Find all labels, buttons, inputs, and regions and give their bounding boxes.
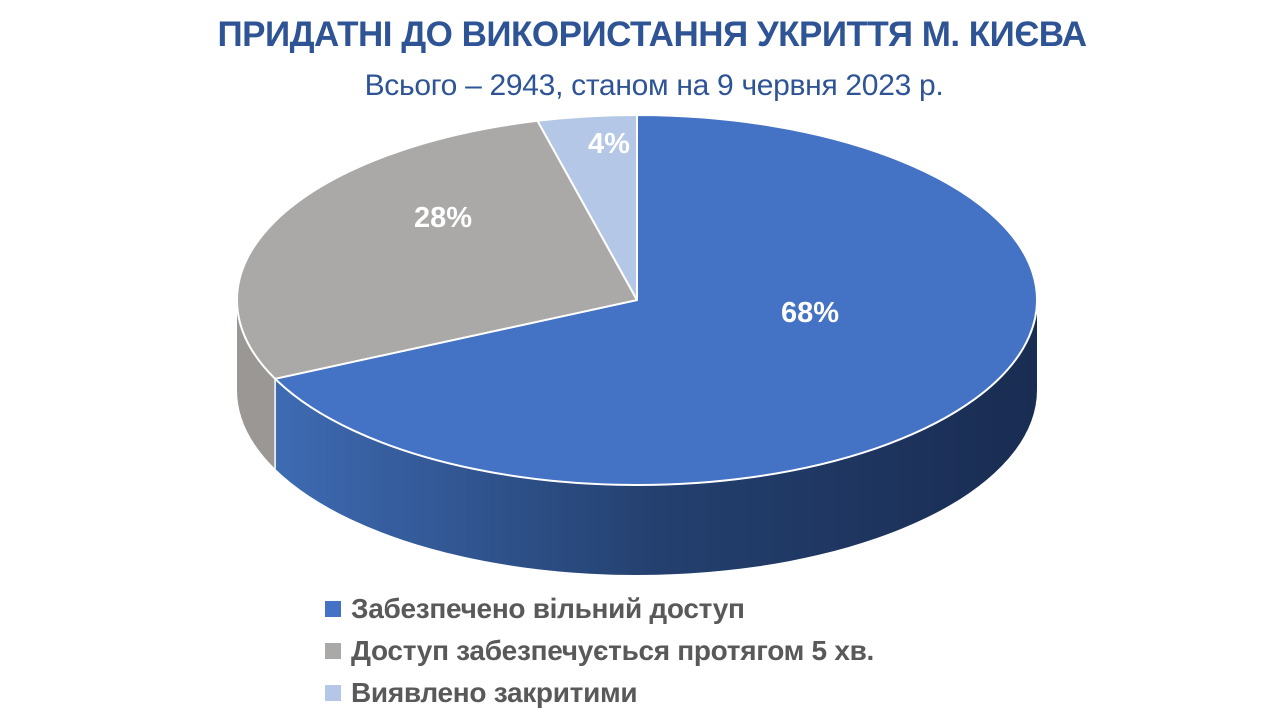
chart-legend: Забезпечено вільний доступ Доступ забезп…	[325, 588, 874, 714]
pie-data-label: 68%	[781, 297, 839, 329]
chart-subtitle: Всього – 2943, станом на 9 червня 2023 р…	[364, 69, 944, 102]
pie-slice-1	[236, 119, 638, 380]
legend-swatch-blue	[325, 601, 341, 617]
pie-data-label: 28%	[414, 202, 472, 234]
legend-swatch-gray	[325, 643, 341, 659]
pie-data-labels: 68% 28% 4%	[414, 128, 839, 329]
pie-data-label: 4%	[588, 128, 630, 160]
legend-item-found-closed: Виявлено закритими	[325, 672, 874, 714]
legend-item-free-access: Забезпечено вільний доступ	[325, 588, 874, 630]
chart-title: ПРИДАТНІ ДО ВИКОРИСТАННЯ УКРИТТЯ М. КИЄВ…	[217, 15, 1087, 54]
legend-label: Виявлено закритими	[351, 677, 638, 708]
pie-slices	[236, 113, 1038, 486]
pie-slice-2	[536, 113, 638, 301]
legend-label: Доступ забезпечується протягом 5 хв.	[351, 635, 874, 666]
legend-swatch-lightblue	[325, 685, 341, 701]
legend-item-access-5min: Доступ забезпечується протягом 5 хв.	[325, 630, 874, 672]
legend-label: Забезпечено вільний доступ	[351, 593, 745, 624]
pie-slice-0	[274, 114, 1038, 486]
pie-slice-side-0	[275, 300, 1038, 576]
